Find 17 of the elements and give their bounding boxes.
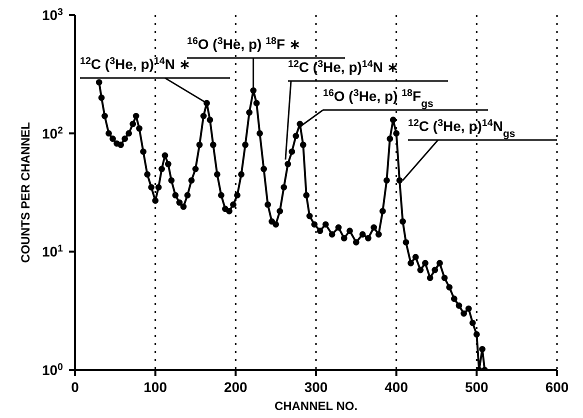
y-tick-label: 10$^{3}$ — [42, 6, 64, 23]
x-tick-label: 400 — [384, 379, 408, 395]
x-tick-label: 100 — [144, 379, 168, 395]
x-tick-label: 0 — [71, 379, 80, 395]
annotation: $^{16}$O ($^{3}$He, p) $^{18}$F ∗ — [187, 36, 301, 52]
x-tick-label: 200 — [224, 379, 248, 395]
annotation: $^{12}$C ($^{3}$He, p)$^{14}$N ∗ — [80, 56, 191, 72]
y-tick-label: 10$^{2}$ — [42, 124, 64, 142]
x-tick-label: 600 — [545, 379, 569, 395]
y-axis-title: COUNTS PER CHANNEL — [18, 122, 32, 263]
x-axis-title: CHANNEL NO. — [274, 399, 358, 413]
x-tick-label: 300 — [304, 379, 328, 395]
y-tick-label: 10$^{0}$ — [42, 362, 64, 378]
annotation: $^{12}$C ($^{3}$He, p)$^{14}$N$_{gs}$ — [408, 118, 516, 140]
annotation: $^{16}$O ($^{3}$He, p) $^{18}$F$_{gs}$ — [323, 88, 434, 110]
y-tick-label: 10$^{1}$ — [42, 243, 64, 260]
x-tick-label: 500 — [464, 379, 489, 395]
